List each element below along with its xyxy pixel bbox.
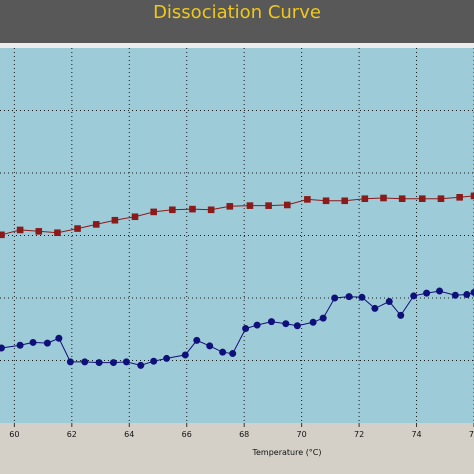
series-1-point bbox=[322, 197, 330, 205]
series-2-point bbox=[358, 293, 366, 301]
series-1-point bbox=[111, 216, 119, 224]
series-1-point bbox=[74, 225, 81, 232]
series-2-point bbox=[451, 291, 459, 299]
title-bar: Dissociation Curve bbox=[0, 0, 474, 43]
series-1-point bbox=[226, 203, 234, 210]
series-2-point bbox=[470, 288, 474, 296]
series-1-point bbox=[265, 202, 272, 209]
x-tick-label: 62 bbox=[67, 430, 77, 439]
x-axis-label: Temperature (°C) bbox=[251, 448, 321, 457]
series-1 bbox=[0, 192, 474, 239]
series-2-point bbox=[397, 311, 405, 319]
series-1-point bbox=[246, 202, 254, 209]
series-2-point bbox=[29, 338, 37, 346]
series-2-point bbox=[423, 289, 431, 297]
series-1-point bbox=[380, 194, 387, 202]
series-2-point bbox=[345, 293, 353, 301]
series-2-point bbox=[0, 344, 5, 352]
series-2-point bbox=[163, 354, 171, 362]
series-1-point bbox=[398, 195, 406, 202]
series-2-point bbox=[43, 339, 51, 347]
series-1-point bbox=[437, 195, 445, 202]
series-2-point bbox=[242, 325, 250, 333]
series-2-point bbox=[66, 358, 74, 366]
series-layer bbox=[0, 192, 474, 369]
chart-title: Dissociation Curve bbox=[153, 2, 321, 23]
plot-area bbox=[0, 48, 474, 423]
x-tick-label: 60 bbox=[9, 430, 19, 439]
series-2-point bbox=[181, 351, 189, 359]
series-1-point bbox=[418, 195, 426, 202]
series-2-point bbox=[282, 320, 290, 328]
x-tick-label: 76 bbox=[469, 430, 474, 439]
series-2-point bbox=[436, 287, 444, 295]
series-2-point bbox=[16, 341, 24, 349]
x-tick-label: 70 bbox=[297, 430, 307, 439]
series-1-point bbox=[54, 229, 61, 237]
series-1-point bbox=[470, 192, 474, 200]
series-2-point bbox=[81, 358, 89, 366]
series-2-point bbox=[319, 314, 327, 322]
series-1-point bbox=[207, 206, 215, 214]
series-1-point bbox=[0, 231, 5, 239]
series-1-point bbox=[189, 205, 196, 213]
series-1-point bbox=[169, 206, 176, 214]
series-2-point bbox=[109, 359, 117, 367]
series-1-point bbox=[456, 194, 463, 201]
series-2-point bbox=[95, 359, 103, 367]
series-1-point bbox=[361, 195, 369, 202]
series-2-point bbox=[309, 318, 317, 326]
x-tick-label: 68 bbox=[239, 430, 249, 439]
series-2-point bbox=[267, 318, 275, 326]
series-2-point bbox=[463, 291, 471, 299]
series-2-point bbox=[293, 322, 301, 330]
series-2-point bbox=[229, 350, 237, 358]
toolbar-strip bbox=[0, 43, 474, 48]
series-2-point bbox=[150, 357, 158, 365]
series-2-point bbox=[253, 321, 261, 329]
series-1-point bbox=[92, 221, 100, 228]
series-2-point bbox=[206, 342, 214, 350]
series-1-point bbox=[150, 208, 157, 216]
series-2 bbox=[0, 287, 474, 369]
series-1-point bbox=[131, 213, 139, 221]
series-2-point bbox=[137, 361, 145, 369]
x-axis-ticks: 60 62 64 66 68 70 72 74 76 bbox=[9, 423, 474, 439]
series-2-point bbox=[55, 334, 63, 342]
series-1-point bbox=[304, 196, 311, 203]
x-tick-label: 74 bbox=[411, 430, 421, 439]
series-2-point bbox=[193, 336, 201, 344]
x-tick-label: 64 bbox=[124, 430, 134, 439]
series-1-point bbox=[283, 201, 291, 209]
series-2-point bbox=[410, 292, 418, 300]
series-1-point bbox=[16, 226, 24, 234]
series-1-point bbox=[341, 197, 349, 205]
series-2-point bbox=[331, 294, 339, 302]
x-tick-label: 72 bbox=[354, 430, 364, 439]
series-2-point bbox=[219, 348, 227, 356]
series-2-point bbox=[122, 358, 130, 366]
x-tick-label: 66 bbox=[182, 430, 192, 439]
series-2-point bbox=[371, 304, 379, 312]
series-2-point bbox=[385, 297, 393, 305]
series-1-point bbox=[35, 228, 43, 235]
